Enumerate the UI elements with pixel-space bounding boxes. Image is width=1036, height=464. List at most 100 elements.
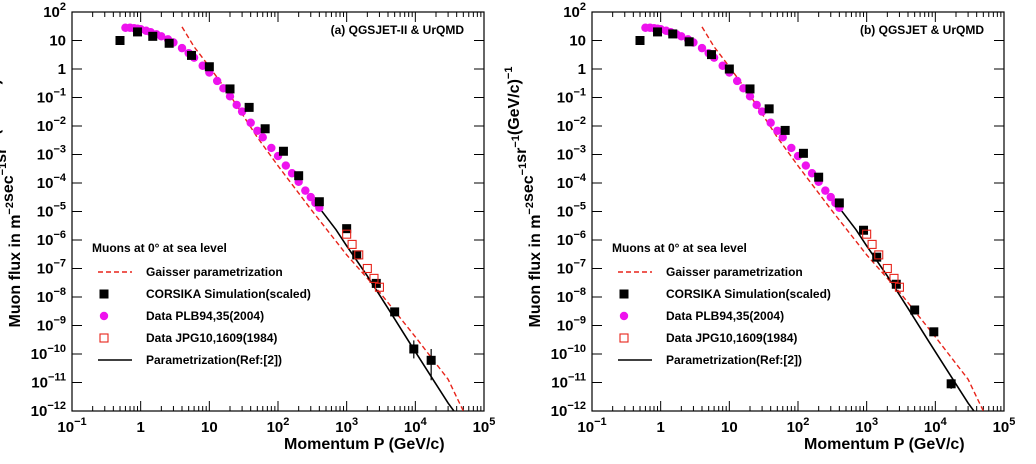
y-tick-exponent: −8 xyxy=(573,286,586,298)
data-point-corsika xyxy=(278,146,288,156)
y-tick-exponent: −11 xyxy=(568,372,586,384)
y-tick-label: 10−3 xyxy=(557,144,586,164)
x-tick-label: 102 xyxy=(267,416,290,436)
x-axis-label: Momentum P (GeV/c) xyxy=(284,436,445,453)
legend-label: CORSIKA Simulation(scaled) xyxy=(146,287,311,301)
legend: Muons at 0° at sea level Gaisser parametr… xyxy=(92,241,311,367)
x-tick-exponent: −1 xyxy=(74,416,87,428)
y-tick-mantissa: 10 xyxy=(569,33,586,50)
y-tick-mantissa: 10 xyxy=(37,147,54,164)
y-tick-exponent: −11 xyxy=(48,372,66,384)
y-tick-mantissa: 10 xyxy=(31,346,48,363)
legend-title: Muons at 0° at sea level xyxy=(612,241,747,255)
legend-symbol-open-square xyxy=(99,333,109,343)
x-tick-label: 10−1 xyxy=(57,416,86,436)
legend-label: Parametrization(Ref:[2]) xyxy=(146,353,282,367)
data-point-jpg xyxy=(374,282,384,292)
y-tick-mantissa: 10 xyxy=(557,118,574,135)
data-point-corsika xyxy=(814,172,824,182)
y-label-text: (GeV/c) xyxy=(506,79,523,135)
data-point-jpg xyxy=(882,263,892,274)
y-tick-mantissa: 1 xyxy=(58,61,66,78)
data-point-corsika xyxy=(426,355,436,365)
x-tick-exponent: 2 xyxy=(283,416,289,428)
y-tick-label: 10 xyxy=(569,33,586,50)
data-point-jpg xyxy=(867,239,877,249)
legend-label: Gaisser parametrization xyxy=(666,265,803,279)
y-tick-exponent: −4 xyxy=(573,172,586,184)
x-tick-mantissa: 10 xyxy=(787,419,804,436)
y-tick-exponent: −5 xyxy=(573,201,586,213)
x-tick-exponent: 5 xyxy=(489,416,495,428)
y-label-exponent: −1 xyxy=(517,163,529,176)
data-point-corsika xyxy=(653,27,663,37)
data-point-corsika xyxy=(352,250,362,260)
y-tick-exponent: 2 xyxy=(580,1,586,13)
y-tick-exponent: −7 xyxy=(53,258,66,270)
y-tick-mantissa: 10 xyxy=(551,346,568,363)
data-point-corsika xyxy=(115,36,125,45)
x-tick-label: 104 xyxy=(924,416,948,436)
y-label-exponent: −1 xyxy=(503,67,515,80)
y-tick-label: 1 xyxy=(578,61,586,78)
y-tick-exponent: −3 xyxy=(53,144,66,156)
data-point-corsika xyxy=(133,27,143,37)
x-tick-label: 103 xyxy=(335,416,358,436)
y-axis-label: Muon flux in m−2sec−1sr−1(GeV/c)−1 xyxy=(503,67,544,328)
data-point-plb xyxy=(773,126,782,135)
data-point-plb xyxy=(766,118,775,127)
data-point-corsika xyxy=(684,37,694,47)
y-tick-label: 102 xyxy=(563,1,586,21)
data-point-plb xyxy=(267,143,276,153)
y-tick-label: 10−2 xyxy=(37,115,66,135)
chart-title: (a) QGSJET-II & UrQMD xyxy=(331,23,465,37)
data-point-plb xyxy=(246,118,255,127)
x-tick-exponent: 2 xyxy=(803,416,809,428)
data-point-corsika xyxy=(891,279,901,289)
y-tick-label: 1 xyxy=(58,61,66,78)
data-point-plb xyxy=(821,186,830,195)
data-point-plb xyxy=(157,32,166,41)
y-label-text: Muon flux in m xyxy=(7,215,24,328)
y-label-exponent: −2 xyxy=(4,202,16,215)
y-tick-exponent: −2 xyxy=(573,115,586,127)
y-tick-exponent: −9 xyxy=(573,315,586,327)
data-point-corsika xyxy=(798,148,808,158)
y-tick-label: 10−12 xyxy=(31,400,66,420)
data-point-corsika xyxy=(342,224,352,234)
y-tick-mantissa: 10 xyxy=(557,175,574,192)
data-point-corsika xyxy=(244,102,254,112)
y-tick-label: 10−3 xyxy=(37,144,66,164)
y-tick-mantissa: 10 xyxy=(37,289,54,306)
chart-title: (b) QGSJET & UrQMD xyxy=(860,23,984,37)
y-tick-label: 10−11 xyxy=(551,372,586,392)
data-point-plb xyxy=(287,169,297,178)
y-tick-exponent: −6 xyxy=(573,229,586,241)
y-tick-exponent: −9 xyxy=(53,315,66,327)
data-point-plb xyxy=(225,92,235,101)
y-tick-label: 10−1 xyxy=(557,87,586,107)
data-point-corsika xyxy=(390,307,400,317)
y-tick-mantissa: 10 xyxy=(37,204,54,221)
data-point-plb xyxy=(306,192,315,202)
data-point-plb xyxy=(787,143,796,153)
x-axis-label: Momentum P (GeV/c) xyxy=(804,436,965,453)
legend: Muons at 0° at sea level Gaisser parametr… xyxy=(612,241,831,367)
y-label-exponent: −1 xyxy=(510,135,522,148)
y-tick-label: 10−7 xyxy=(37,258,66,278)
legend-label: Parametrization(Ref:[2]) xyxy=(666,353,802,367)
data-point-jpg xyxy=(874,250,884,260)
legend-label: Data PLB94,35(2004) xyxy=(146,309,264,323)
y-label-text: sr xyxy=(513,148,530,163)
x-tick-label: 1 xyxy=(136,419,144,436)
y-tick-label: 10−6 xyxy=(37,229,66,249)
y-label-text: sec xyxy=(0,175,17,202)
legend-symbol-filled-square xyxy=(619,289,629,299)
x-tick-label: 103 xyxy=(855,416,878,436)
data-point-jpg xyxy=(342,229,352,239)
data-point-corsika xyxy=(834,198,844,208)
legend-label: Data JPG10,1609(1984) xyxy=(146,331,277,345)
y-tick-label: 10−8 xyxy=(557,286,586,306)
data-point-plb xyxy=(198,61,207,70)
data-point-jpg xyxy=(369,273,379,283)
